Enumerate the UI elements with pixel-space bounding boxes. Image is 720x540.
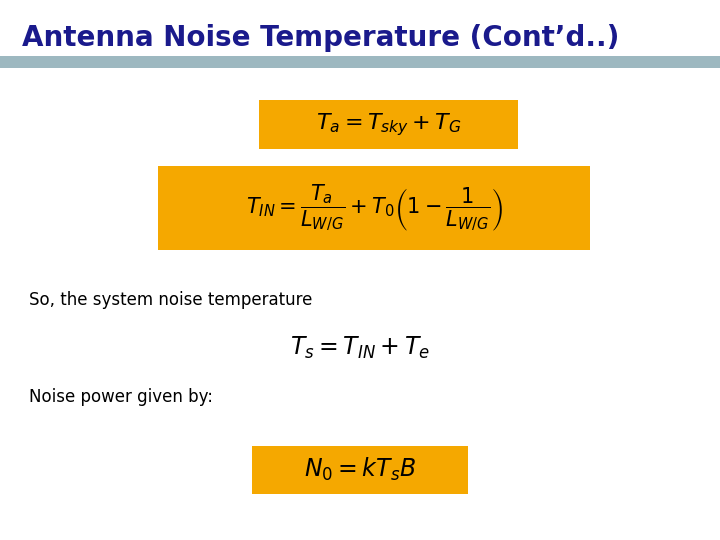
Text: $T_s = T_{IN} + T_e$: $T_s = T_{IN} + T_e$ xyxy=(290,335,430,361)
FancyBboxPatch shape xyxy=(252,446,468,494)
Text: So, the system noise temperature: So, the system noise temperature xyxy=(29,291,312,309)
FancyBboxPatch shape xyxy=(259,100,518,149)
Text: $N_0 = kT_sB$: $N_0 = kT_sB$ xyxy=(304,456,416,483)
Text: $T_{IN} = \dfrac{T_a}{L_{W/G}} + T_0\left(1 - \dfrac{1}{L_{W/G}}\right)$: $T_{IN} = \dfrac{T_a}{L_{W/G}} + T_0\lef… xyxy=(246,183,503,233)
FancyBboxPatch shape xyxy=(0,56,720,68)
Text: Noise power given by:: Noise power given by: xyxy=(29,388,213,406)
Text: Antenna Noise Temperature (Cont’d..): Antenna Noise Temperature (Cont’d..) xyxy=(22,24,619,52)
Text: $T_a = T_{sky} + T_G$: $T_a = T_{sky} + T_G$ xyxy=(316,111,462,138)
FancyBboxPatch shape xyxy=(158,166,590,249)
